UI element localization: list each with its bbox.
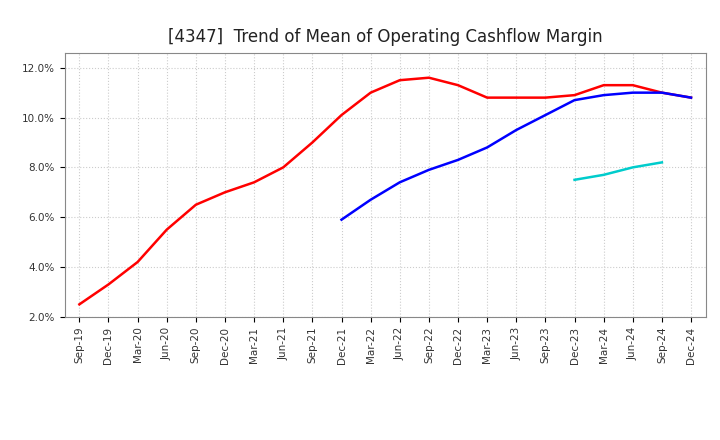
- Title: [4347]  Trend of Mean of Operating Cashflow Margin: [4347] Trend of Mean of Operating Cashfl…: [168, 28, 603, 46]
